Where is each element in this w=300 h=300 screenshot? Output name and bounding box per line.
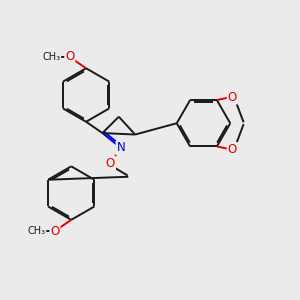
Text: O: O — [106, 157, 115, 170]
Text: CH₃: CH₃ — [27, 226, 46, 236]
Text: N: N — [116, 141, 125, 154]
Text: O: O — [50, 225, 59, 238]
Text: O: O — [228, 91, 237, 103]
Text: CH₃: CH₃ — [42, 52, 60, 62]
Text: O: O — [228, 143, 237, 156]
Text: O: O — [65, 50, 74, 64]
